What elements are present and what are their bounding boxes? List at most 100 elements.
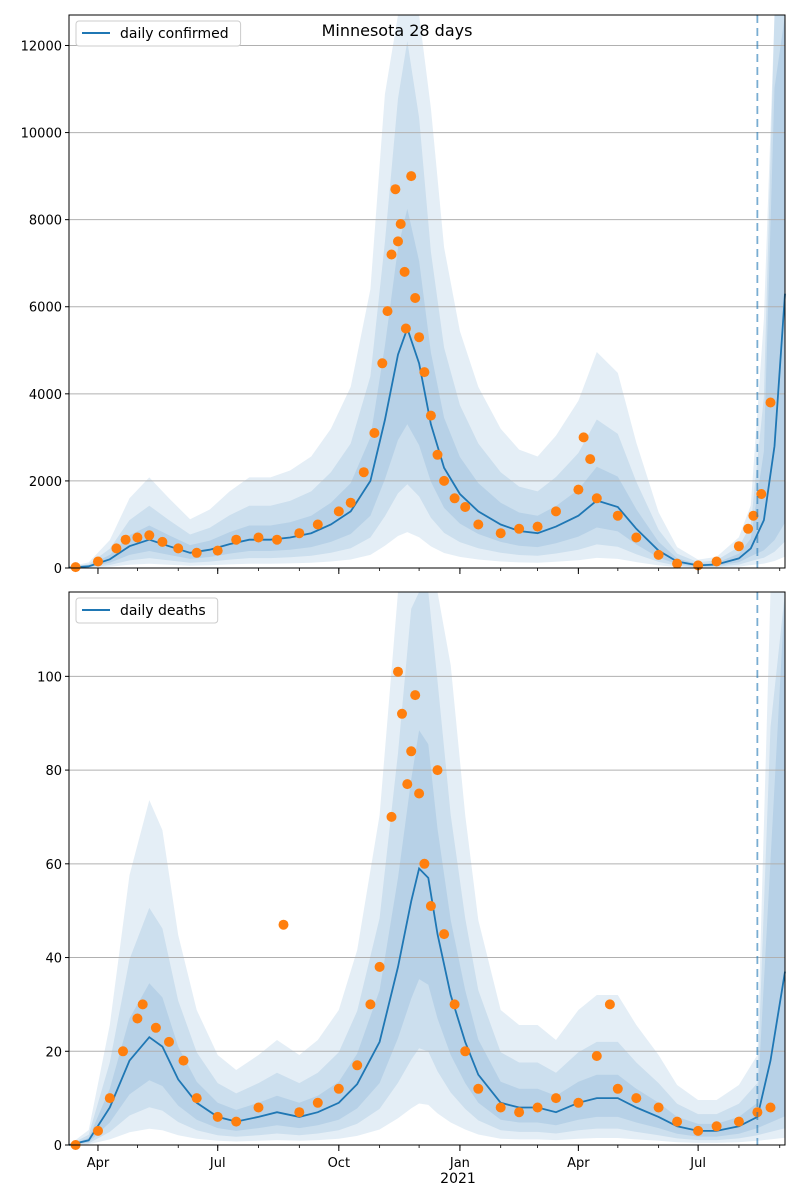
- observed-point: [591, 1051, 602, 1061]
- observed-point: [400, 323, 411, 334]
- confirmed-x-ticks: [97, 568, 781, 574]
- y-tick-label: 60: [45, 858, 62, 873]
- observed-point: [312, 519, 323, 530]
- observed-point: [93, 556, 103, 567]
- deaths-legend-label: daily deaths: [120, 603, 206, 619]
- y-tick-label: 80: [45, 764, 62, 779]
- x-tick-label: Jul: [689, 1156, 706, 1171]
- observed-point: [631, 532, 642, 543]
- observed-point: [132, 1013, 143, 1024]
- observed-point: [604, 999, 615, 1010]
- observed-point: [419, 367, 430, 378]
- observed-point: [406, 171, 417, 182]
- confirmed-uncertainty-bands: [69, 15, 785, 568]
- x-tick-label: Apr: [567, 1156, 590, 1171]
- observed-point: [765, 1102, 776, 1113]
- observed-point: [150, 1022, 161, 1033]
- model-series-line: [68, 293, 786, 569]
- observed-point: [386, 811, 397, 822]
- y-tick-label: 8000: [29, 214, 62, 229]
- observed-point: [473, 519, 484, 530]
- observed-point: [410, 293, 421, 303]
- deaths-x-ticks: Apr Jul Oct Jan Apr Jul: [87, 1145, 781, 1171]
- observed-point: [272, 534, 282, 545]
- observed-point: [191, 1093, 202, 1104]
- observed-point: [672, 1116, 683, 1127]
- observed-point: [711, 556, 722, 567]
- observed-point: [612, 1083, 623, 1094]
- observed-point: [439, 475, 450, 486]
- confirmed-legend-label: daily confirmed: [120, 26, 229, 42]
- observed-point: [402, 779, 413, 790]
- x-tick-label: Jul: [209, 1156, 226, 1171]
- y-tick-label: 4000: [29, 388, 62, 403]
- observed-point: [473, 1083, 484, 1094]
- observed-point: [178, 1055, 189, 1066]
- observed-point: [253, 532, 264, 543]
- y-tick-label: 40: [45, 952, 62, 967]
- observed-point: [672, 558, 683, 569]
- x-tick-label: Oct: [328, 1156, 350, 1171]
- band-outer: [69, 15, 785, 568]
- deaths-legend: daily deaths: [75, 597, 219, 624]
- y-tick-label: 0: [54, 562, 62, 577]
- observed-point: [374, 961, 385, 972]
- observed-point: [653, 1102, 664, 1113]
- deaths-legend-box: [75, 597, 219, 624]
- confirmed-y-ticks: 0 2000 4000 6000 8000 10000 12000: [21, 39, 69, 577]
- observed-point: [551, 1093, 561, 1104]
- observed-point: [294, 528, 305, 539]
- observed-point: [386, 249, 397, 260]
- observed-point: [312, 1097, 323, 1108]
- x-tick-label: Apr: [87, 1156, 110, 1171]
- observed-point: [352, 1060, 363, 1071]
- confirmed-legend: daily confirmed: [75, 20, 242, 47]
- observed-point: [70, 562, 81, 573]
- deaths-panel: 0 20 40 60 80 100 Apr Jul Oct Jan Apr Jul daily de…: [37, 591, 786, 1187]
- x-year-label: 2021: [440, 1171, 476, 1187]
- deaths-y-ticks: 0 20 40 60 80 100: [37, 670, 69, 1154]
- observed-point: [495, 1102, 506, 1113]
- observed-point: [439, 929, 450, 940]
- observed-point: [397, 708, 407, 719]
- observed-point: [358, 467, 369, 478]
- observed-point: [419, 858, 430, 869]
- observed-point: [532, 521, 543, 532]
- observed-point: [294, 1107, 305, 1118]
- observed-point: [212, 1111, 223, 1122]
- observed-point: [414, 332, 425, 343]
- observed-point: [212, 545, 223, 556]
- observed-point: [733, 1116, 744, 1127]
- observed-point: [393, 666, 403, 677]
- observed-point: [551, 506, 561, 517]
- observed-point: [191, 547, 202, 558]
- observed-point: [460, 502, 471, 512]
- observed-point: [231, 1116, 242, 1127]
- model-series-line: [68, 866, 786, 1146]
- observed-point: [333, 506, 344, 517]
- observed-point: [432, 765, 443, 776]
- observed-point: [573, 1097, 584, 1108]
- deaths-observed-points: [70, 666, 776, 1150]
- confirmed-panel: 0 2000 4000 6000 8000 10000 12000 daily confir…: [21, 14, 786, 577]
- observed-point: [765, 397, 776, 408]
- observed-point: [278, 919, 289, 930]
- observed-point: [132, 532, 143, 543]
- band-middle: [69, 592, 785, 1145]
- observed-point: [157, 536, 168, 547]
- observed-point: [573, 484, 584, 495]
- band-inner: [69, 592, 785, 1145]
- x-tick-label: Jan: [449, 1156, 470, 1171]
- observed-point: [743, 523, 754, 534]
- observed-point: [733, 541, 744, 552]
- observed-point: [377, 358, 388, 369]
- observed-point: [425, 901, 436, 911]
- y-tick-label: 10000: [21, 127, 62, 142]
- confirmed-axes-frame: [68, 14, 786, 569]
- band-inner: [69, 15, 785, 568]
- observed-point: [631, 1093, 642, 1104]
- observed-point: [137, 999, 148, 1010]
- observed-point: [532, 1102, 543, 1113]
- observed-point: [365, 999, 376, 1010]
